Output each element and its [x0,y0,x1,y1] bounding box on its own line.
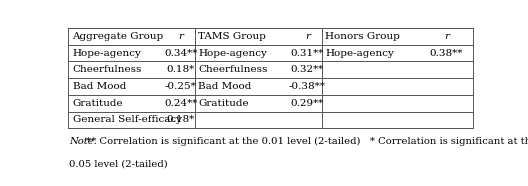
Text: r: r [305,32,310,41]
Text: Hope-agency: Hope-agency [72,49,142,58]
Text: -0.25*: -0.25* [165,82,196,91]
Bar [68,28,473,128]
Text: 0.05 level (2-tailed): 0.05 level (2-tailed) [69,160,168,169]
Text: TAMS Group: TAMS Group [198,32,266,41]
Text: Honors Group: Honors Group [325,32,400,41]
Text: 0.24**: 0.24** [164,99,197,108]
Text: Aggregate Group: Aggregate Group [72,32,164,41]
Text: 0.38**: 0.38** [430,49,463,58]
Text: Note.: Note. [69,137,97,146]
Text: 0.32**: 0.32** [291,65,324,74]
Text: General Self-efficacy: General Self-efficacy [72,116,182,124]
Text: 0.18*: 0.18* [166,116,195,124]
Text: Cheerfulness: Cheerfulness [72,65,142,74]
Text: 0.34**: 0.34** [164,49,197,58]
Text: Cheerfulness: Cheerfulness [198,65,268,74]
Text: r: r [178,32,183,41]
Text: Hope-agency: Hope-agency [198,49,267,58]
Text: Gratitude: Gratitude [72,99,123,108]
Text: Hope-agency: Hope-agency [325,49,394,58]
Text: Bad Mood: Bad Mood [198,82,251,91]
Text: 0.31**: 0.31** [291,49,324,58]
Text: -0.38**: -0.38** [289,82,326,91]
Text: 0.18*: 0.18* [166,65,195,74]
Text: ** Correlation is significant at the 0.01 level (2-tailed)   * Correlation is si: ** Correlation is significant at the 0.0… [83,137,528,146]
Text: Gratitude: Gratitude [198,99,249,108]
Text: 0.29**: 0.29** [291,99,324,108]
Text: Bad Mood: Bad Mood [72,82,126,91]
Text: r: r [444,32,449,41]
